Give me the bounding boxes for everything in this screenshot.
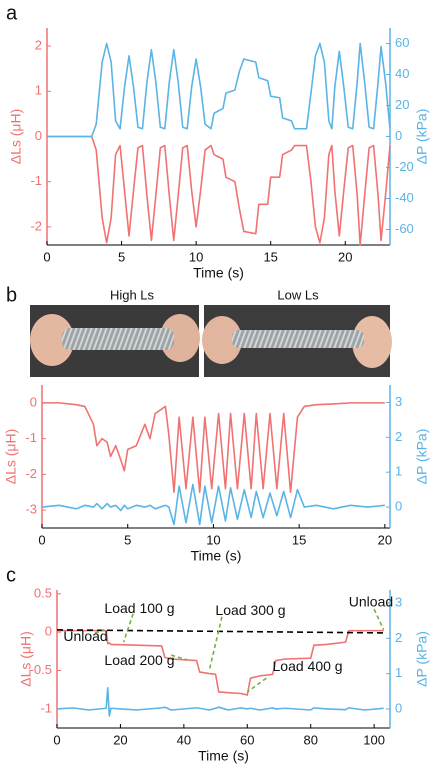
panel-label: a	[6, 2, 18, 24]
y-tick-label: -1	[40, 700, 52, 715]
annotation: Load 400 g	[273, 658, 343, 674]
y-tick-label: 0	[35, 128, 42, 143]
annotation: Load 100 g	[104, 600, 174, 616]
y2-axis-label: ΔP (kPa)	[414, 631, 430, 687]
y2-tick-label: 20	[395, 97, 409, 112]
data-line	[57, 629, 384, 696]
annotation-leader	[373, 608, 385, 631]
y-tick-label: 0	[30, 394, 37, 409]
y-tick-label: 0	[45, 624, 52, 639]
y2-tick-label: -20	[395, 159, 414, 174]
y2-tick-label: 40	[395, 66, 409, 81]
y2-tick-label: 3	[395, 394, 402, 409]
y-tick-label: -1	[25, 430, 37, 445]
x-tick-label: 20	[113, 732, 127, 747]
data-line	[41, 483, 385, 526]
x-tick-label: 5	[118, 249, 125, 264]
photos: High Ls Low Ls	[30, 287, 392, 377]
annotation: Unload	[349, 594, 393, 610]
annotation-leader	[94, 629, 105, 634]
data-line	[47, 42, 391, 138]
x-axis-label: Time (s)	[193, 265, 244, 281]
x-tick-label: 10	[189, 249, 203, 264]
y2-tick-label: 3	[395, 594, 402, 609]
y-tick-label: 2	[35, 38, 42, 53]
x-tick-label: 20	[338, 249, 352, 264]
y-axis-label: ΔLs (μH)	[18, 631, 34, 687]
y-tick-label: 0.5	[34, 585, 52, 600]
x-tick-label: 60	[240, 732, 254, 747]
y2-tick-label: -60	[395, 221, 414, 236]
y2-axis-label: ΔP (kPa)	[414, 429, 430, 485]
x-tick-label: 0	[53, 732, 60, 747]
data-line	[47, 135, 391, 246]
data-line	[42, 402, 385, 494]
hand	[352, 316, 392, 368]
photo-label: High Ls	[110, 287, 155, 302]
y2-tick-label: 0	[395, 499, 402, 514]
y-axis-label: ΔLs (μH)	[3, 429, 19, 485]
annotation-leader	[246, 677, 267, 693]
spring	[232, 330, 364, 348]
hand	[202, 316, 242, 364]
y2-tick-label: -40	[395, 190, 414, 205]
x-tick-label: 100	[363, 732, 385, 747]
x-tick-label: 15	[292, 532, 306, 547]
y2-axis-label: ΔP (kPa)	[414, 109, 430, 165]
annotation: Load 200 g	[104, 652, 174, 668]
panel-label: c	[6, 564, 16, 586]
hand	[30, 314, 74, 366]
y-tick-label: -2	[30, 218, 42, 233]
y2-tick-label: 0	[395, 128, 402, 143]
x-tick-label: 20	[378, 532, 392, 547]
x-tick-label: 15	[263, 249, 277, 264]
data-line	[56, 686, 384, 717]
y2-tick-label: 2	[395, 429, 402, 444]
hand	[160, 314, 200, 362]
y2-tick-label: 1	[395, 665, 402, 680]
panel-label: b	[6, 284, 17, 306]
annotation: Load 300 g	[215, 602, 285, 618]
x-tick-label: 0	[38, 532, 45, 547]
x-axis-label: Time (s)	[191, 548, 242, 564]
y2-tick-label: 0	[395, 700, 402, 715]
y2-tick-label: 1	[395, 464, 402, 479]
x-tick-label: 0	[43, 249, 50, 264]
y-tick-label: -0.5	[30, 662, 52, 677]
y-tick-label: 1	[35, 83, 42, 98]
y2-tick-label: 60	[395, 35, 409, 50]
x-tick-label: 40	[177, 732, 191, 747]
y2-tick-label: 2	[395, 630, 402, 645]
spring	[62, 328, 174, 350]
y-tick-label: -2	[25, 466, 37, 481]
annotation-leader	[208, 616, 223, 671]
x-axis-label: Time (s)	[198, 748, 249, 764]
annotation-leader	[122, 613, 134, 643]
annotation-leader	[170, 654, 188, 661]
reference-line	[56, 629, 387, 634]
photo-label: Low Ls	[277, 287, 319, 302]
y-tick-label: -1	[30, 173, 42, 188]
x-tick-label: 5	[124, 532, 131, 547]
y-axis-label: ΔLs (μH)	[8, 109, 24, 165]
annotation: Unload	[63, 628, 107, 644]
x-tick-label: 80	[303, 732, 317, 747]
y-tick-label: -3	[25, 502, 37, 517]
x-tick-label: 10	[206, 532, 220, 547]
